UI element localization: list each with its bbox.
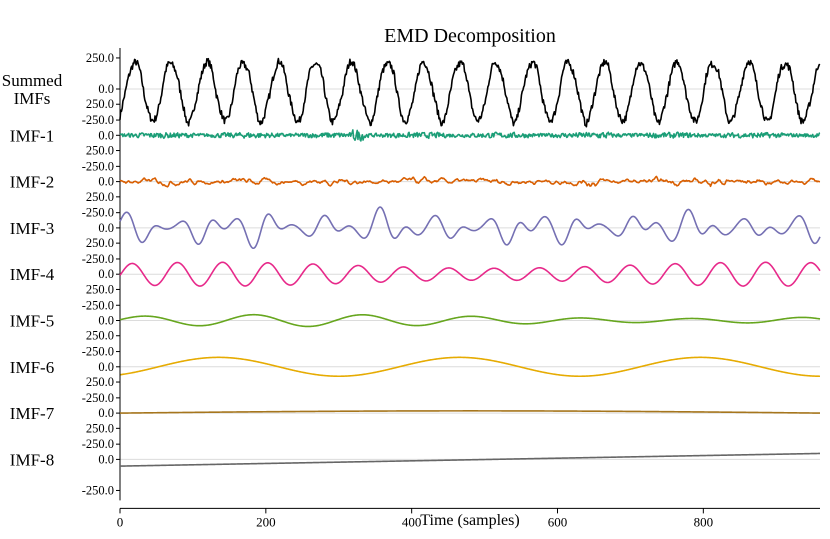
chart-title: EMD Decomposition bbox=[384, 25, 556, 47]
x-tick-label: 400 bbox=[402, 514, 422, 529]
series-line bbox=[119, 261, 821, 287]
series-line bbox=[119, 452, 821, 467]
y-tick-label: 250.0 bbox=[86, 375, 114, 389]
y-tick-label: 0.0 bbox=[98, 406, 114, 420]
x-tick-label: 0 bbox=[117, 514, 124, 529]
y-tick-label: -250.0 bbox=[82, 345, 114, 359]
y-tick-label: 0.0 bbox=[98, 314, 114, 328]
y-tick-label: -250.0 bbox=[82, 391, 114, 405]
x-axis: 0 200 400 600 800 bbox=[117, 507, 820, 529]
y-tick-label: 250.0 bbox=[86, 236, 114, 250]
series-label: IMF-4 bbox=[10, 265, 55, 284]
series-label: IMF-3 bbox=[10, 219, 54, 238]
series-line bbox=[119, 356, 821, 378]
series-label: IMF-2 bbox=[10, 173, 54, 192]
y-tick-label: 250.0 bbox=[86, 97, 114, 111]
series-line bbox=[119, 206, 821, 250]
y-tick-label: -250.0 bbox=[82, 159, 114, 173]
y-tick-label: 0.0 bbox=[98, 267, 114, 281]
series-line bbox=[119, 129, 821, 142]
y-tick-label: 250.0 bbox=[86, 421, 114, 435]
series-label: IMF-6 bbox=[10, 358, 54, 377]
series-line bbox=[119, 57, 821, 128]
x-tick-label: 800 bbox=[694, 514, 714, 529]
y-tick-label: 0.0 bbox=[98, 360, 114, 374]
series-label: IMF-5 bbox=[10, 312, 54, 331]
x-tick-label: 200 bbox=[256, 514, 276, 529]
series-line bbox=[119, 313, 821, 328]
series-label: IMF-8 bbox=[10, 450, 54, 469]
y-tick-label: -250.0 bbox=[82, 298, 114, 312]
series-line bbox=[119, 410, 821, 414]
y-tick-label: 0.0 bbox=[98, 221, 114, 235]
series-line bbox=[119, 175, 821, 188]
y-tick-label: 250.0 bbox=[86, 329, 114, 343]
series-label: IMF-7 bbox=[10, 404, 55, 423]
y-tick-label: 250.0 bbox=[86, 51, 114, 65]
y-tick-label: 250.0 bbox=[86, 282, 114, 296]
y-tick-label: -250.0 bbox=[82, 113, 114, 127]
y-tick-label: -250.0 bbox=[82, 437, 114, 451]
series-label: IMF-1 bbox=[10, 126, 54, 145]
x-tick-label: 600 bbox=[548, 514, 568, 529]
y-tick-label: 250.0 bbox=[86, 190, 114, 204]
series-label: IMFs bbox=[14, 89, 51, 108]
x-axis-label: Time (samples) bbox=[420, 512, 519, 529]
series-label: Summed bbox=[2, 71, 63, 90]
y-tick-label: 0.0 bbox=[98, 452, 114, 466]
y-tick-label: 250.0 bbox=[86, 144, 114, 158]
y-tick-label: -250.0 bbox=[82, 252, 114, 266]
y-tick-label: -250.0 bbox=[82, 483, 114, 497]
y-tick-label: -250.0 bbox=[82, 206, 114, 220]
y-tick-label: 0.0 bbox=[98, 82, 114, 96]
y-tick-label: 0.0 bbox=[98, 175, 114, 189]
y-tick-label: 0.0 bbox=[98, 128, 114, 142]
